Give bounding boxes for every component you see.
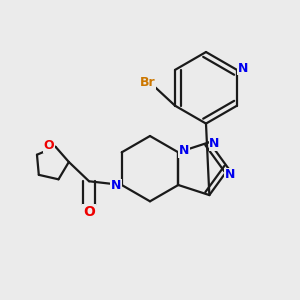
Text: N: N — [111, 179, 121, 192]
Text: N: N — [237, 62, 248, 75]
Text: O: O — [83, 205, 95, 219]
Text: O: O — [44, 139, 54, 152]
Text: N: N — [179, 144, 189, 157]
Text: Br: Br — [140, 76, 155, 89]
Text: N: N — [225, 168, 235, 182]
Text: N: N — [209, 137, 220, 150]
